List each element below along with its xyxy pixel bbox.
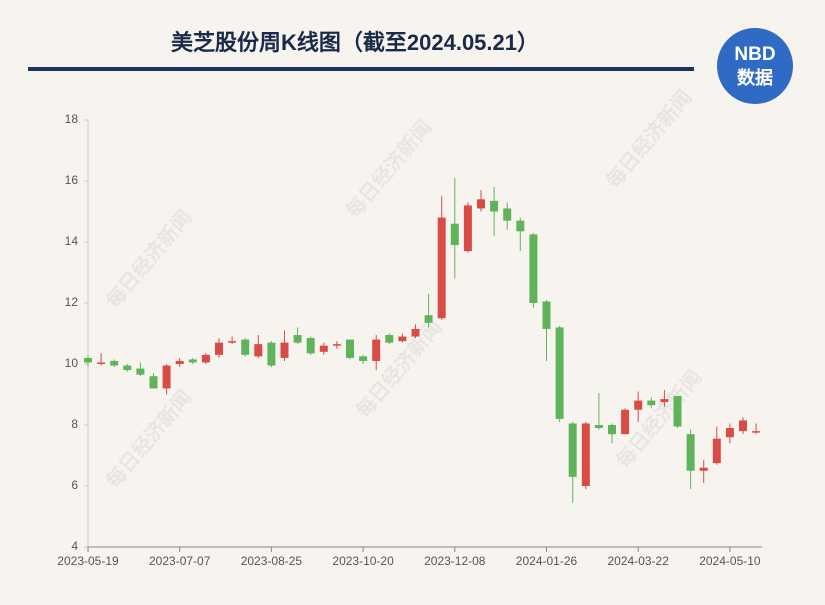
candle-body <box>594 425 603 429</box>
candle-body <box>188 359 197 363</box>
candle-body <box>608 425 616 435</box>
candle-body <box>725 428 734 438</box>
y-tick-label: 10 <box>65 356 79 370</box>
y-tick-label: 18 <box>65 112 79 126</box>
chart-title: 美芝股份周K线图（截至2024.05.21） <box>171 30 539 55</box>
candle-body <box>97 362 106 364</box>
candle-body <box>739 420 747 432</box>
candle-body <box>228 341 237 343</box>
x-tick-label: 2023-12-08 <box>424 554 486 568</box>
candle-body <box>712 438 721 464</box>
x-tick-label: 2023-10-20 <box>332 554 394 568</box>
candle-body <box>437 217 446 319</box>
candle-body <box>215 342 223 355</box>
logo-text: 数据 <box>737 67 773 88</box>
candle-body <box>542 301 551 329</box>
candle-body <box>359 356 368 361</box>
x-tick-label: 2024-05-10 <box>699 554 761 568</box>
candle-body <box>372 339 381 361</box>
candle-body <box>424 315 433 323</box>
candle-body <box>149 376 158 389</box>
candle-body <box>84 357 92 363</box>
y-tick-label: 8 <box>71 417 78 431</box>
candle-body <box>490 200 499 212</box>
x-tick-label: 2023-07-07 <box>149 554 211 568</box>
x-tick-label: 2023-08-25 <box>241 554 303 568</box>
y-tick-label: 16 <box>65 173 79 187</box>
y-tick-label: 12 <box>65 295 79 309</box>
y-tick-label: 4 <box>71 539 78 553</box>
x-tick-label: 2023-05-19 <box>57 554 119 568</box>
candle-body <box>699 467 708 471</box>
candle-body <box>568 423 577 477</box>
title-rule <box>28 67 694 71</box>
candle-body <box>398 336 407 342</box>
candle-body <box>332 344 341 346</box>
candle-body <box>555 327 564 419</box>
candle-body <box>136 368 145 375</box>
candle-body <box>752 431 761 433</box>
candle-body <box>411 328 420 337</box>
candle-body <box>647 400 656 406</box>
logo-text: NBD <box>734 44 775 65</box>
y-tick-label: 14 <box>65 234 79 248</box>
candle-body <box>162 365 171 389</box>
candle-body <box>267 342 276 366</box>
candle-body <box>346 339 354 358</box>
x-tick-label: 2024-01-26 <box>516 554 578 568</box>
candle-body <box>634 400 643 410</box>
candle-body <box>280 342 289 358</box>
candle-body <box>529 234 538 303</box>
candle-body <box>175 360 184 364</box>
candle-body <box>503 208 512 221</box>
candle-body <box>673 396 682 427</box>
y-tick-label: 6 <box>71 478 78 492</box>
candle-body <box>123 365 132 371</box>
candle-body <box>385 335 394 343</box>
candle-body <box>306 338 315 354</box>
logo <box>717 28 793 104</box>
candle-body <box>686 434 695 471</box>
candle-body <box>477 199 485 209</box>
candle-body <box>293 335 302 343</box>
candle-body <box>581 423 590 486</box>
x-tick-label: 2024-03-22 <box>608 554 670 568</box>
candle-body <box>254 344 263 357</box>
candle-body <box>621 409 630 435</box>
candle-body <box>450 223 459 246</box>
candle-body <box>660 399 669 403</box>
candle-body <box>319 345 328 352</box>
candle-body <box>516 220 525 232</box>
candle-body <box>463 205 472 252</box>
candle-body <box>241 339 250 355</box>
candle-body <box>110 360 119 366</box>
candle-body <box>201 354 210 363</box>
